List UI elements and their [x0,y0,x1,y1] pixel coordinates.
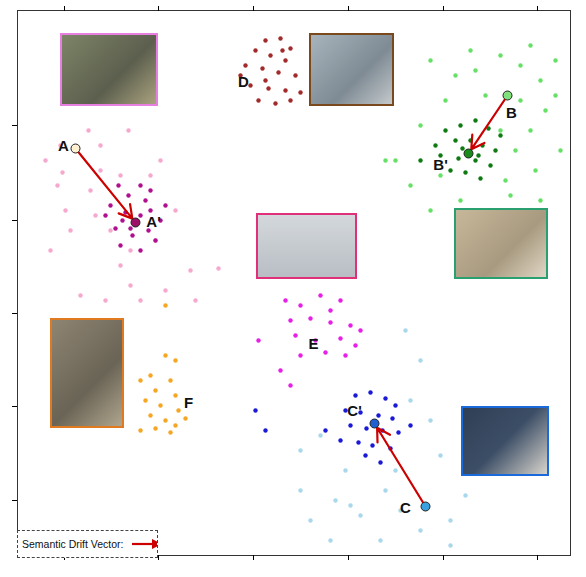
svg-text:C: C [400,499,411,516]
svg-text:B: B [506,104,517,121]
svg-text:A': A' [146,213,160,230]
svg-text:A: A [58,137,69,154]
svg-text:D: D [238,73,249,90]
svg-text:E: E [308,335,318,352]
svg-text:B': B' [433,156,447,173]
svg-text:C': C' [347,402,361,419]
html-text:Semantic Drift Vector:: Semantic Drift Vector: [22,538,124,550]
svg-text:F: F [184,394,193,411]
